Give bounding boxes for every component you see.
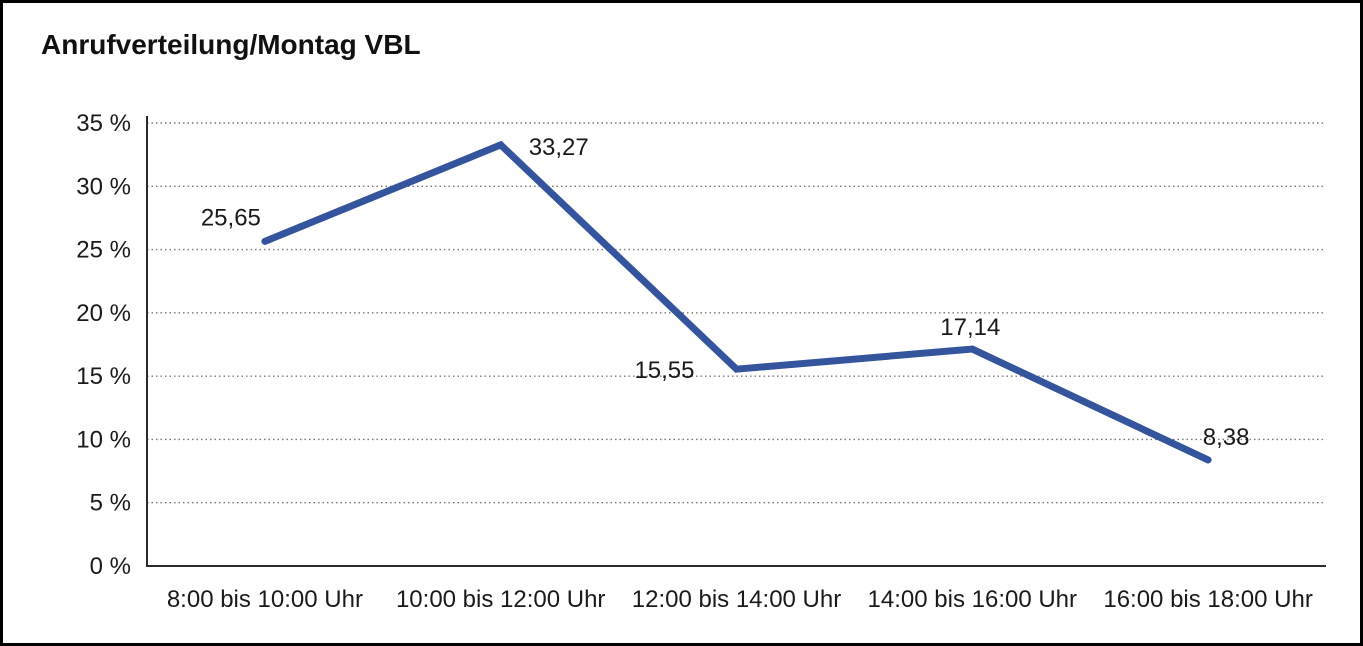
y-axis-tick-label: 25 % <box>76 237 131 264</box>
x-axis-category-label: 12:00 bis 14:00 Uhr <box>632 586 841 613</box>
series-line <box>261 140 1212 464</box>
y-axis-tick-label: 20 % <box>76 300 131 327</box>
x-axis-category-label: 8:00 bis 10:00 Uhr <box>167 586 363 613</box>
point-value-label: 15,55 <box>634 357 694 384</box>
x-axis-category-label: 10:00 bis 12:00 Uhr <box>396 586 605 613</box>
y-axis-tick-label: 15 % <box>76 363 131 390</box>
point-value-label: 25,65 <box>201 204 261 231</box>
y-axis-tick-label: 30 % <box>76 173 131 200</box>
point-value-label: 8,38 <box>1203 424 1250 451</box>
point-value-label: 17,14 <box>940 314 1000 341</box>
y-axis-tick-label: 0 % <box>90 553 131 580</box>
x-axis-category-label: 16:00 bis 18:00 Uhr <box>1103 586 1312 613</box>
y-axis-tick-label: 5 % <box>90 490 131 517</box>
chart-title: Anrufverteilung/Montag VBL <box>41 29 421 60</box>
x-axis-category-label: 14:00 bis 16:00 Uhr <box>868 586 1077 613</box>
line-chart: 0 % 5 % 10 % 15 % 20 % 25 % 30 % 35 % 8:00 bis 1… <box>76 110 1326 613</box>
point-value-label: 33,27 <box>529 134 589 161</box>
y-axis-tick-label: 10 % <box>76 426 131 453</box>
y-axis-tick-label: 35 % <box>76 110 131 137</box>
